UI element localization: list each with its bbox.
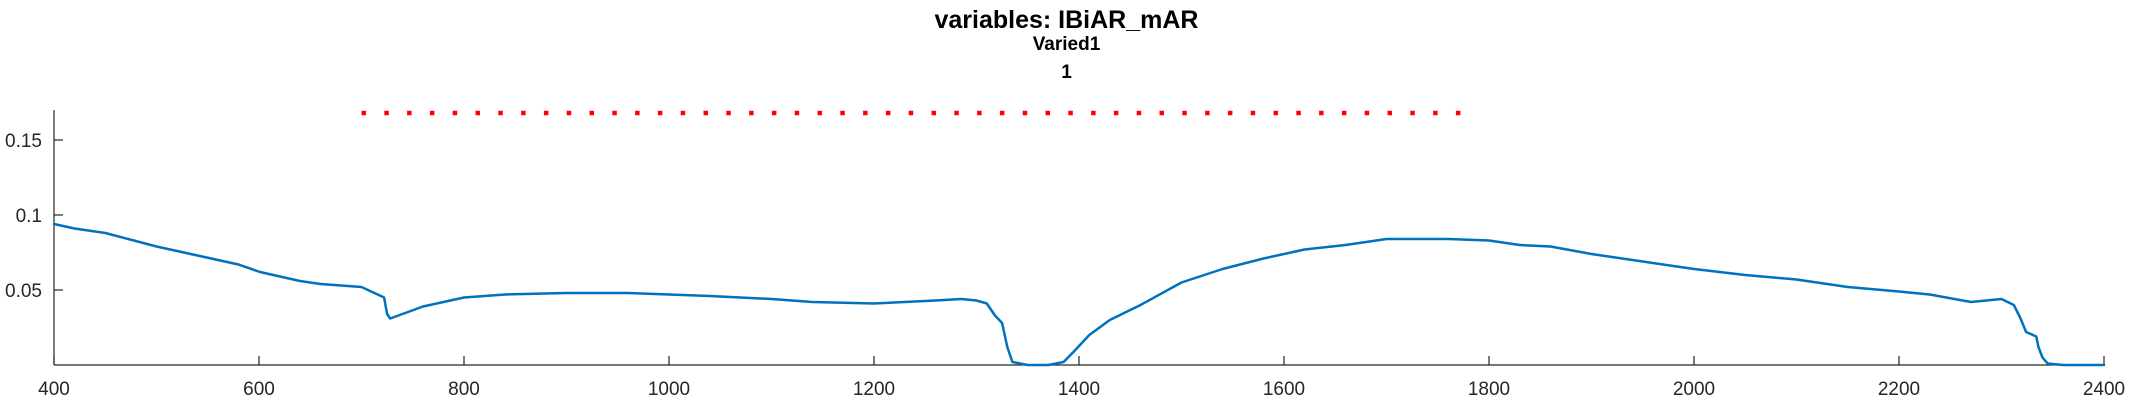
x-tick-label: 1800	[1468, 379, 1510, 400]
x-tick-label: 1000	[648, 379, 690, 400]
chart-title: variables: IBiAR_mAR	[934, 6, 1199, 34]
x-tick-label: 1600	[1263, 379, 1305, 400]
y-tick-label: 0.05	[5, 281, 42, 302]
x-tick-label: 400	[38, 379, 70, 400]
x-tick-label: 1400	[1058, 379, 1100, 400]
x-tick-label: 800	[448, 379, 480, 400]
y-tick-label: 0.1	[16, 206, 42, 227]
x-tick-label: 2000	[1673, 379, 1715, 400]
x-tick-label: 1200	[853, 379, 895, 400]
series-1-line	[52, 222, 2106, 367]
x-tick-label: 2200	[1878, 379, 1920, 400]
y-tick-label: 0.15	[5, 131, 42, 152]
x-tick-label: 2400	[2083, 379, 2125, 400]
chart-subtitle-line-2: 1	[1061, 62, 1072, 83]
x-tick-label: 600	[243, 379, 275, 400]
chart-subtitle-line-1: Varied1	[1032, 34, 1101, 55]
